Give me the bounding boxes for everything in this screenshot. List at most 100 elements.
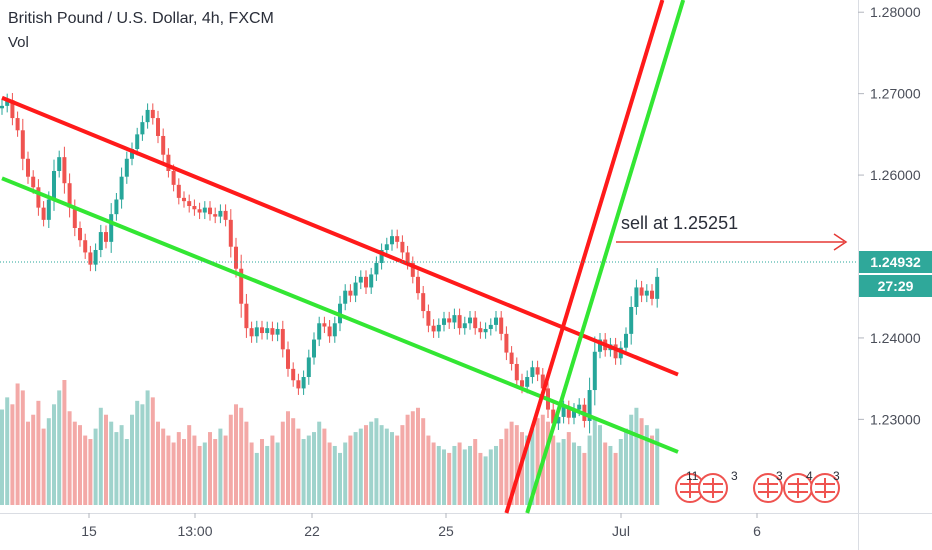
price-tick-label: 1.26000 <box>870 167 921 183</box>
volume-bar <box>338 452 342 505</box>
candle-body <box>327 326 332 337</box>
event-marker[interactable]: 4 <box>783 469 813 503</box>
event-marker[interactable]: 3 <box>753 469 783 503</box>
candle <box>535 360 540 382</box>
candle <box>624 327 628 355</box>
candle <box>0 99 4 115</box>
candle <box>613 337 618 365</box>
candle <box>598 333 602 359</box>
candle-body <box>265 328 270 334</box>
volume-bar <box>275 442 280 505</box>
volume-bar <box>566 432 571 505</box>
volume-bar <box>218 428 223 505</box>
volume-bar <box>348 435 353 505</box>
green-trend-line[interactable] <box>525 0 686 514</box>
event-marker[interactable]: 11 <box>675 469 705 503</box>
candle-body <box>26 158 30 177</box>
volume-bar <box>546 421 550 505</box>
candlesticks <box>0 92 660 434</box>
candle-body <box>46 199 51 220</box>
candle <box>650 284 654 306</box>
flag-cross-icon <box>758 478 778 498</box>
volume-bar <box>171 442 176 505</box>
candle <box>468 311 472 330</box>
candle <box>364 270 368 294</box>
candle-body <box>114 199 119 215</box>
event-marker[interactable]: 3 <box>698 469 738 503</box>
volume-bar <box>494 445 498 505</box>
candle <box>161 128 166 163</box>
volume-bar <box>556 442 561 505</box>
candle <box>192 199 197 216</box>
green-trend-line[interactable] <box>1 176 679 454</box>
candle <box>145 103 150 129</box>
volume-bar <box>192 435 197 505</box>
candle-body <box>566 407 571 418</box>
volume-bar <box>265 445 270 505</box>
candle <box>655 268 660 308</box>
trend-lines <box>1 0 686 514</box>
candle-body <box>280 328 285 350</box>
volume-bar <box>41 428 46 505</box>
candle-body <box>161 135 166 155</box>
volume-bar <box>239 407 244 505</box>
candle <box>644 284 649 303</box>
candle <box>296 373 301 395</box>
candle-body <box>514 363 519 381</box>
volume-bar <box>364 425 368 505</box>
volume-bar <box>98 407 103 505</box>
candle-body <box>234 246 238 269</box>
volume-bar <box>603 442 608 505</box>
volume-bar <box>114 432 119 505</box>
candle <box>395 229 400 249</box>
volume-bar <box>124 439 129 505</box>
volume-bar <box>582 452 587 505</box>
volume-bar <box>161 428 166 505</box>
volume-bar <box>504 428 509 505</box>
sell-annotation[interactable]: sell at 1.25251 <box>616 213 848 251</box>
volume-bar <box>374 418 379 505</box>
volume-bar <box>52 404 56 505</box>
volume-bar <box>234 404 238 505</box>
symbol-title[interactable]: British Pound / U.S. Dollar, 4h, FXCM <box>8 10 274 27</box>
candle-body <box>525 377 530 387</box>
volume-bar <box>135 400 140 505</box>
volume-bar <box>442 449 446 505</box>
candle-body <box>364 276 368 288</box>
candle <box>104 225 108 249</box>
price-tick-label: 1.28000 <box>870 4 921 20</box>
volume-bar <box>187 425 192 505</box>
volume-bar <box>436 445 441 505</box>
volume-bar <box>296 428 301 505</box>
candle <box>197 202 202 220</box>
candle <box>202 201 207 220</box>
candle-body <box>104 232 108 242</box>
candle-body <box>218 210 223 217</box>
candle <box>119 167 124 209</box>
event-marker[interactable]: 3 <box>810 469 840 503</box>
candle-body <box>244 303 249 329</box>
time-tick-label: Jul <box>612 523 630 539</box>
event-count-label: 3 <box>833 469 840 483</box>
red-trend-line[interactable] <box>504 0 665 514</box>
volume-indicator-label[interactable]: Vol <box>8 34 29 51</box>
candle-countdown-badge: 27:29 <box>859 275 932 298</box>
candle-body <box>499 317 504 334</box>
volume-bar <box>213 439 218 505</box>
volume-bar <box>83 435 88 505</box>
volume-bar <box>228 414 233 505</box>
volume-bar <box>384 428 389 505</box>
candle-body <box>187 201 192 207</box>
candle-body <box>62 157 67 184</box>
candle <box>187 194 192 213</box>
red-trend-line[interactable] <box>1 95 679 377</box>
volume-bar <box>130 414 134 505</box>
candle-body <box>296 380 301 389</box>
volume-bar <box>514 425 519 505</box>
candle <box>52 159 56 211</box>
candle <box>72 199 77 237</box>
candle-body <box>551 409 556 424</box>
volume-bar <box>249 442 254 505</box>
candle <box>260 320 264 340</box>
